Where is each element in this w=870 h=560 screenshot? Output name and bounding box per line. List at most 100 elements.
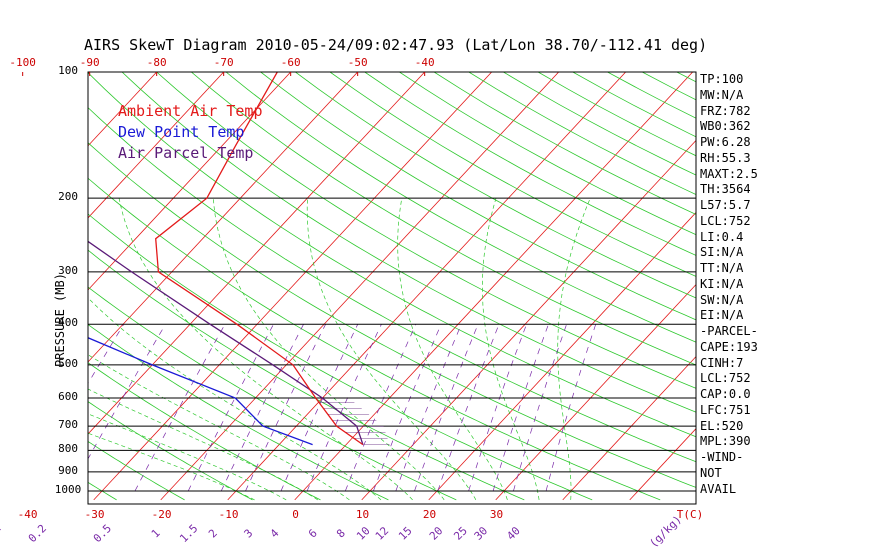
- top-temp-tick-label: -60: [281, 56, 301, 69]
- pressure-tick-label: 300: [58, 263, 78, 277]
- bottom-temp-tick-label: -40: [18, 508, 38, 521]
- dry-adiabat-line: [88, 72, 696, 438]
- dewpoint-profile-line: [88, 337, 313, 446]
- stat-item: MW:N/A: [700, 87, 744, 102]
- dry-adiabat-line: [88, 249, 525, 501]
- legend-dewpoint: Dew Point Temp: [118, 123, 245, 141]
- moist-adiabat-line: [88, 354, 350, 501]
- moist-adiabat-line: [118, 198, 413, 501]
- parcel-profile-line: [88, 240, 364, 445]
- mixing-ratio-label: 10: [354, 524, 373, 543]
- mixing-ratio-label: 2: [206, 527, 220, 541]
- dry-adiabat-line: [191, 72, 696, 366]
- dry-adiabat-line: [88, 401, 253, 501]
- dry-adiabat-line: [399, 72, 696, 236]
- mixing-ratio-label: 25: [451, 524, 470, 543]
- mixing-ratio-label: 12: [373, 524, 392, 543]
- pressure-tick-label: 500: [58, 356, 78, 370]
- stat-item: PW:6.28: [700, 135, 751, 149]
- isotherm-line: [495, 283, 696, 501]
- mixing-ratio-label: 8: [334, 527, 348, 541]
- stat-item: NOT: [700, 465, 722, 480]
- stat-item: AVAIL: [700, 481, 737, 496]
- mixing-ratio-label: 4: [268, 526, 282, 540]
- mixing-ratio-label: 1.5: [177, 522, 200, 545]
- moist-adiabat-line: [88, 432, 255, 501]
- bottom-temp-tick-label: 10: [356, 508, 369, 521]
- dry-adiabat-line: [260, 72, 696, 321]
- stat-item: RH:55.3: [700, 150, 751, 165]
- dry-adiabat-line: [121, 72, 696, 413]
- stat-item: SW:N/A: [700, 292, 744, 307]
- stat-item: FRZ:782: [700, 103, 751, 118]
- dry-adiabat-line: [156, 72, 696, 389]
- dry-adiabat-line: [88, 213, 593, 501]
- isotherm-line: [160, 72, 560, 501]
- mixing-ratio-label: 15: [396, 524, 415, 543]
- stat-item: LCL:752: [700, 371, 751, 386]
- isotherm-line: [88, 72, 426, 435]
- dry-adiabat-line: [364, 72, 696, 256]
- bottom-temp-tick-label: 20: [423, 508, 436, 521]
- stats-panel: TP:100 MW:N/A FRZ:782 WB0:362 PW:6.28 RH:55.3…: [700, 72, 758, 497]
- isotherm-line: [227, 72, 627, 501]
- moist-adiabat-line: [306, 198, 477, 501]
- pressure-tick-label: 800: [58, 442, 78, 456]
- legend-ambient: Ambient Air Temp: [118, 102, 263, 120]
- isotherm-line: [88, 72, 91, 75]
- dry-adiabat-line: [88, 362, 321, 501]
- mixing-ratio-line: [545, 324, 597, 492]
- dry-adiabat-line: [88, 142, 696, 488]
- top-temp-tick-label: -40: [415, 56, 435, 69]
- temp-unit-label: T(C): [677, 508, 704, 521]
- dry-adiabat-line: [295, 72, 696, 299]
- stat-item: -PARCEL-: [700, 324, 758, 338]
- top-temp-tick-label: -80: [147, 56, 167, 69]
- isotherm-line: [88, 72, 225, 219]
- stat-item: KI:N/A: [700, 276, 744, 291]
- top-temp-tick-label: -90: [80, 56, 100, 69]
- dry-adiabat-line: [88, 441, 185, 501]
- stat-item: CAP:0.0: [700, 387, 751, 401]
- moist-adiabat-line: [88, 413, 287, 501]
- stat-item: CAPE:193: [700, 339, 758, 354]
- mixing-ratio-label: 6: [306, 527, 320, 541]
- isotherm-line: [88, 72, 359, 363]
- stat-item: MPL:390: [700, 434, 751, 449]
- stat-item: MAXT:2.5: [700, 166, 758, 181]
- bottom-temp-tick-label: -30: [85, 508, 105, 521]
- moist-adiabat-line: [397, 198, 508, 501]
- bottom-temp-tick-label: 30: [490, 508, 503, 521]
- top-temp-tick-label: -100: [9, 56, 36, 69]
- isotherm-line: [0, 63, 31, 500]
- chart-title: AIRS SkewT Diagram 2010-05-24/09:02:47.9…: [84, 36, 708, 54]
- mixing-ratio-label: 0.2: [26, 522, 49, 545]
- dry-adiabat-line: [503, 72, 696, 176]
- stat-item: EL:520: [700, 418, 744, 433]
- stat-item: TH:3564: [700, 182, 751, 197]
- isotherm-line: [428, 211, 696, 501]
- stat-item: TP:100: [700, 72, 744, 86]
- stat-item: TT:N/A: [700, 261, 744, 275]
- stat-item: CINH:7: [700, 355, 744, 370]
- mixing-ratio-label: 40: [504, 524, 523, 543]
- pressure-tick-label: 100: [58, 64, 78, 77]
- pressure-tick-label: 900: [58, 463, 78, 477]
- dry-adiabat-line: [88, 324, 389, 501]
- mixing-ratio-label: 0.5: [91, 522, 114, 545]
- bottom-temp-tick-label: 0: [292, 508, 299, 521]
- top-temp-tick-label: -70: [214, 56, 234, 69]
- dry-adiabat-line: [88, 107, 696, 463]
- isotherm-line: [562, 356, 696, 501]
- mixing-ratio-label: 3: [242, 527, 256, 541]
- bottom-temp-tick-label: -20: [152, 508, 172, 521]
- mixing-ratio-line: [373, 324, 442, 492]
- stat-item: LFC:751: [700, 402, 751, 417]
- stat-item: SI:N/A: [700, 245, 744, 260]
- mixing-unit-label: (g/kg): [647, 513, 684, 550]
- stat-item: L57:5.7: [700, 198, 751, 212]
- isotherm-line: [88, 72, 292, 291]
- pressure-tick-label: 700: [58, 418, 78, 432]
- mixing-ratio-label: 30: [472, 524, 491, 543]
- moist-adiabat-line: [482, 198, 540, 500]
